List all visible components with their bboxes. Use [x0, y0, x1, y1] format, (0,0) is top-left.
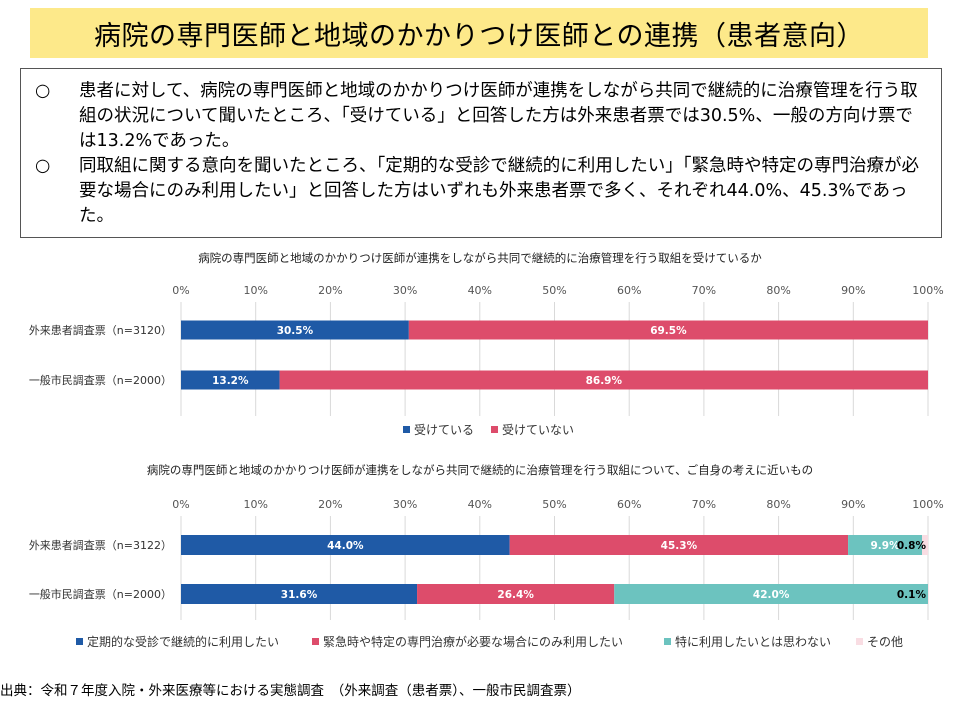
- legend-entry: その他: [867, 635, 903, 649]
- data-label: 31.6%: [281, 589, 318, 601]
- category-label: 外来患者調査票（n=3120）: [29, 323, 172, 337]
- x-tick-label: 80%: [766, 284, 790, 297]
- legend-entry: 受けていない: [502, 423, 574, 437]
- x-tick-label: 60%: [617, 498, 641, 511]
- legend-entry: 定期的な受診で継続的に利用したい: [87, 634, 279, 649]
- bar-segment: [181, 584, 418, 604]
- chart-receiving: 病院の専門医師と地域のかかりつけ医師が連携をしながら共同で継続的に治療管理を行う…: [29, 251, 944, 437]
- x-tick-label: 0%: [172, 498, 189, 511]
- x-tick-label: 70%: [692, 284, 716, 297]
- legend-swatch: [403, 426, 410, 433]
- legend-swatch: [856, 638, 863, 645]
- legend-swatch: [312, 638, 319, 645]
- x-tick-label: 30%: [393, 284, 417, 297]
- bar-segment: [922, 535, 928, 555]
- bullet-circle: ○: [35, 81, 51, 101]
- category-label: 一般市民調査票（n=2000）: [29, 373, 172, 387]
- summary-item: ○ 患者に対して、病院の専門医師と地域のかかりつけ医師が連携をしながら共同で継続…: [35, 79, 929, 154]
- data-label: 86.9%: [586, 375, 623, 387]
- bar-segment: [181, 370, 280, 390]
- x-tick-label: 90%: [841, 284, 865, 297]
- chart-title: 病院の専門医師と地域のかかりつけ医師が連携をしながら共同で継続的に治療管理を行う…: [198, 251, 762, 265]
- summary-text: 患者に対して、病院の専門医師と地域のかかりつけ医師が連携をしながら共同で継続的に…: [79, 81, 918, 151]
- x-tick-label: 50%: [542, 498, 566, 511]
- legend-swatch: [664, 638, 671, 645]
- x-tick-label: 90%: [841, 498, 865, 511]
- summary-item: ○ 同取組に関する意向を聞いたところ、「定期的な受診で継続的に利用したい」「緊急…: [35, 154, 929, 229]
- summary-box: ○ 患者に対して、病院の専門医師と地域のかかりつけ医師が連携をしながら共同で継続…: [20, 68, 942, 238]
- bar-segment: [181, 320, 409, 340]
- data-label: 69.5%: [650, 325, 687, 337]
- data-label: 13.2%: [212, 375, 249, 387]
- bar-segment: [509, 535, 849, 555]
- x-tick-label: 40%: [468, 498, 492, 511]
- data-label: 30.5%: [277, 325, 314, 337]
- x-tick-label: 20%: [318, 498, 342, 511]
- x-tick-label: 30%: [393, 498, 417, 511]
- page-title: 病院の専門医師と地域のかかりつけ医師との連携（患者意向）: [30, 8, 928, 58]
- bar-segment: [928, 584, 929, 604]
- x-tick-label: 70%: [692, 498, 716, 511]
- data-label: 26.4%: [497, 589, 534, 601]
- x-tick-label: 20%: [318, 284, 342, 297]
- data-label: 0.1%: [897, 589, 927, 601]
- data-label: 9.9%: [870, 540, 900, 552]
- legend-entry: 受けている: [414, 423, 474, 437]
- bar-segment: [417, 584, 615, 604]
- chart-intention: 病院の専門医師と地域のかかりつけ医師が連携をしながら共同で継続的に治療管理を行う…: [29, 463, 944, 649]
- data-label: 45.3%: [661, 540, 698, 552]
- x-tick-label: 10%: [243, 498, 267, 511]
- legend-entry: 緊急時や特定の専門治療が必要な場合にのみ利用したい: [323, 634, 623, 649]
- x-tick-label: 60%: [617, 284, 641, 297]
- legend-swatch: [76, 638, 83, 645]
- x-tick-label: 100%: [912, 284, 943, 297]
- source-note: 出典：令和７年度入院・外来医療等における実態調査 （外来調査（患者票）、一般市民…: [0, 683, 581, 699]
- x-tick-label: 40%: [468, 284, 492, 297]
- x-tick-label: 10%: [243, 284, 267, 297]
- legend-entry: 特に利用したいとは思わない: [675, 634, 831, 649]
- data-label: 0.8%: [897, 540, 927, 552]
- x-tick-label: 50%: [542, 284, 566, 297]
- data-label: 42.0%: [753, 589, 790, 601]
- bar-segment: [279, 370, 928, 390]
- bar-segment: [848, 535, 923, 555]
- x-tick-label: 0%: [172, 284, 189, 297]
- chart-title: 病院の専門医師と地域のかかりつけ医師が連携をしながら共同で継続的に治療管理を行う…: [147, 463, 813, 477]
- bar-segment: [408, 320, 929, 340]
- summary-text: 同取組に関する意向を聞いたところ、「定期的な受診で継続的に利用したい」「緊急時や…: [79, 156, 919, 226]
- bullet-circle: ○: [35, 156, 51, 176]
- data-label: 44.0%: [327, 540, 364, 552]
- bar-segment: [614, 584, 928, 604]
- bar-segment: [181, 535, 510, 555]
- x-tick-label: 100%: [912, 498, 943, 511]
- category-label: 一般市民調査票（n=2000）: [29, 587, 172, 601]
- x-tick-label: 80%: [766, 498, 790, 511]
- legend-swatch: [491, 426, 498, 433]
- category-label: 外来患者調査票（n=3122）: [29, 538, 172, 552]
